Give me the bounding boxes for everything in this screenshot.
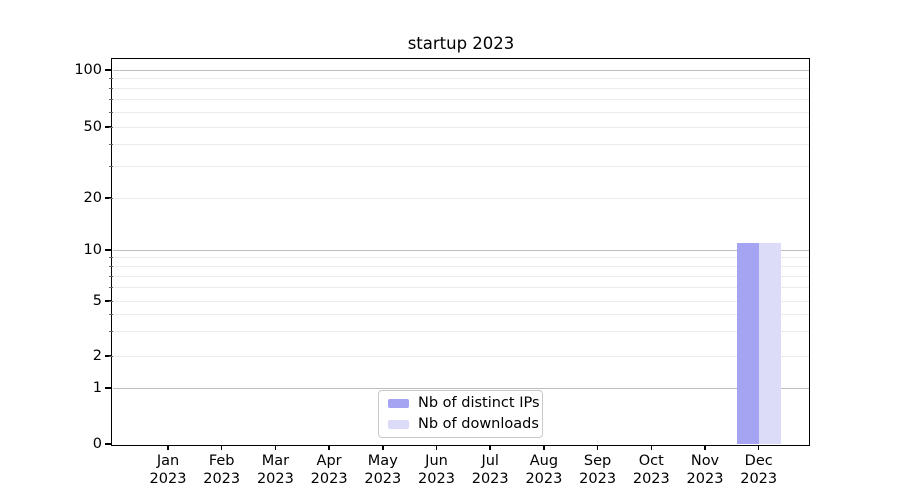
- y-tick-label: 1: [92, 380, 102, 396]
- x-tick-mark: [328, 445, 330, 450]
- legend: Nb of distinct IPs Nb of downloads: [378, 390, 543, 438]
- gridline-major: [113, 387, 809, 389]
- y-minor-tick-mark: [108, 287, 113, 289]
- y-tick-label: 10: [83, 242, 102, 258]
- x-tick-label: Aug 2023: [525, 453, 563, 487]
- y-tick-label: 50: [83, 119, 102, 135]
- gridline-minor: [113, 111, 809, 113]
- gridline-minor: [113, 265, 809, 267]
- y-minor-tick-mark: [108, 98, 113, 100]
- y-minor-tick-mark: [108, 111, 113, 113]
- y-tick-label: 5: [92, 293, 102, 309]
- legend-label-downloads: Nb of downloads: [418, 416, 539, 432]
- legend-entry-downloads: Nb of downloads: [388, 416, 539, 433]
- bar-nb-of-distinct-ips: [736, 242, 759, 444]
- legend-entry-distinct-ips: Nb of distinct IPs: [388, 395, 540, 412]
- y-minor-tick-mark: [108, 265, 113, 267]
- gridline-minor: [113, 143, 809, 145]
- x-tick-label: Jul 2023: [471, 453, 509, 487]
- gridline-minor: [113, 300, 809, 302]
- x-tick-mark: [382, 445, 384, 450]
- y-minor-tick-mark: [108, 300, 113, 302]
- gridline-minor: [113, 98, 809, 100]
- legend-label-distinct-ips: Nb of distinct IPs: [418, 395, 540, 411]
- y-minor-tick-mark: [108, 313, 113, 315]
- y-tick-mark: [105, 69, 112, 71]
- x-tick-label: Nov 2023: [686, 453, 724, 487]
- gridline-minor: [113, 197, 809, 199]
- gridline-minor: [113, 126, 809, 128]
- x-tick-label: Feb 2023: [203, 453, 241, 487]
- x-tick-label: Jun 2023: [418, 453, 455, 487]
- x-tick-mark: [489, 445, 491, 450]
- gridline-minor: [113, 275, 809, 277]
- x-tick-label: Mar 2023: [256, 453, 294, 487]
- gridline-minor: [113, 331, 809, 333]
- x-tick-mark: [543, 445, 545, 450]
- x-tick-mark: [704, 445, 706, 450]
- x-tick-mark: [650, 445, 653, 450]
- legend-swatch-distinct-ips: [388, 399, 409, 408]
- x-tick-mark: [596, 445, 599, 450]
- gridline-major: [113, 249, 809, 251]
- y-minor-tick-mark: [108, 197, 113, 199]
- y-minor-tick-mark: [108, 355, 113, 357]
- y-tick-mark: [105, 443, 112, 445]
- y-minor-tick-mark: [108, 78, 113, 80]
- gridline-minor: [113, 87, 809, 89]
- gridline-minor: [113, 166, 809, 168]
- x-tick-label: Oct 2023: [632, 453, 670, 487]
- y-minor-tick-mark: [108, 257, 113, 259]
- x-tick-mark: [757, 445, 760, 450]
- x-tick-label: May 2023: [364, 453, 402, 487]
- gridline-minor: [113, 313, 809, 315]
- gridline-minor: [113, 78, 809, 80]
- legend-swatch-downloads: [388, 420, 409, 429]
- y-tick-label: 20: [83, 190, 102, 206]
- x-tick-mark: [220, 445, 223, 450]
- y-tick-mark: [105, 387, 112, 389]
- x-tick-label: Apr 2023: [310, 453, 348, 487]
- x-tick-mark: [435, 445, 438, 450]
- gridline-minor: [113, 287, 809, 289]
- y-tick-label: 2: [92, 348, 102, 364]
- y-minor-tick-mark: [108, 143, 113, 145]
- y-minor-tick-mark: [108, 331, 113, 333]
- x-tick-label: Dec 2023: [740, 453, 778, 487]
- y-tick-label: 0: [92, 436, 102, 452]
- bar-nb-of-downloads: [758, 242, 781, 444]
- gridline-major: [113, 69, 809, 71]
- y-tick-mark: [105, 249, 112, 251]
- y-minor-tick-mark: [108, 87, 113, 89]
- y-tick-label: 100: [74, 62, 102, 78]
- gridline-minor: [113, 257, 809, 259]
- y-minor-tick-mark: [108, 126, 113, 128]
- x-tick-mark: [167, 445, 169, 450]
- gridline-minor: [113, 355, 809, 357]
- x-tick-label: Jan 2023: [149, 453, 187, 487]
- plot-area: [113, 60, 809, 444]
- y-minor-tick-mark: [108, 275, 113, 277]
- y-minor-tick-mark: [108, 166, 113, 168]
- x-tick-mark: [274, 445, 277, 450]
- x-tick-label: Sep 2023: [579, 453, 617, 487]
- chart-title: startup 2023: [407, 34, 515, 53]
